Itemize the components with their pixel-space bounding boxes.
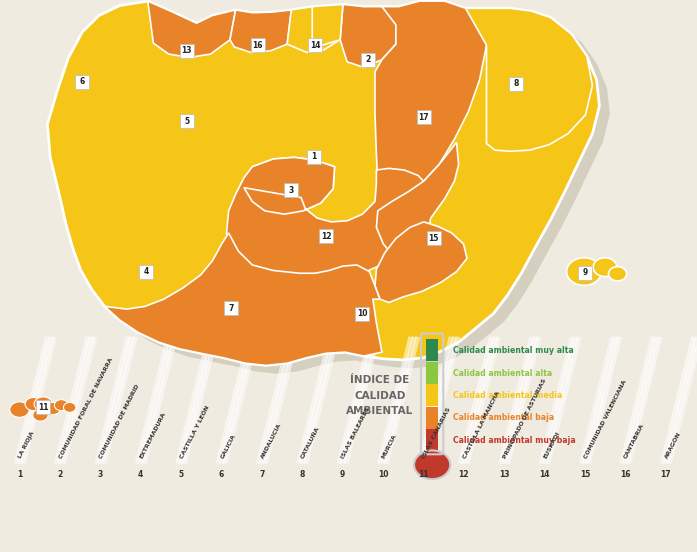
Text: Calidad ambiental alta: Calidad ambiental alta — [453, 369, 552, 378]
Text: COMUNIDAD FORAL DE NAVARRA: COMUNIDAD FORAL DE NAVARRA — [59, 357, 114, 459]
Text: 14: 14 — [309, 41, 321, 50]
Text: 12: 12 — [459, 470, 469, 479]
Text: Calidad ambiental muy baja: Calidad ambiental muy baja — [453, 436, 576, 445]
Text: 15: 15 — [429, 234, 438, 243]
Text: 3: 3 — [98, 470, 103, 479]
Text: 12: 12 — [321, 232, 332, 241]
Text: LA RIOJA: LA RIOJA — [18, 431, 36, 459]
Text: EXTREMADURA: EXTREMADURA — [139, 411, 167, 459]
Text: 17: 17 — [418, 113, 429, 121]
Text: PRINCIPADO DE ASTURIAS: PRINCIPADO DE ASTURIAS — [503, 378, 547, 459]
Text: 9: 9 — [340, 470, 345, 479]
Polygon shape — [376, 142, 459, 273]
Text: 13: 13 — [499, 470, 510, 479]
Text: Calidad ambiental media: Calidad ambiental media — [453, 391, 562, 400]
Text: 17: 17 — [660, 470, 671, 479]
Circle shape — [63, 402, 76, 412]
Bar — [426, 407, 438, 428]
Text: 4: 4 — [138, 470, 144, 479]
Text: 10: 10 — [378, 470, 388, 479]
Text: Calidad ambiental baja: Calidad ambiental baja — [453, 413, 554, 422]
Text: 16: 16 — [252, 41, 263, 50]
Polygon shape — [47, 1, 599, 365]
Text: COMUNIDAD VALENCIANA: COMUNIDAD VALENCIANA — [583, 379, 627, 459]
Text: EUSKADI: EUSKADI — [543, 431, 561, 459]
Polygon shape — [244, 157, 335, 214]
Polygon shape — [230, 10, 291, 52]
Text: 1: 1 — [17, 470, 22, 479]
Polygon shape — [375, 1, 489, 189]
Text: ANDALUCÍA: ANDALUCÍA — [260, 422, 282, 459]
Text: 11: 11 — [418, 470, 429, 479]
Text: Calidad ambiental muy alta: Calidad ambiental muy alta — [453, 346, 574, 355]
Text: 9: 9 — [583, 268, 588, 277]
Bar — [426, 384, 438, 406]
Polygon shape — [105, 233, 382, 365]
Text: 14: 14 — [539, 470, 550, 479]
Text: CATALUÑA: CATALUÑA — [300, 426, 321, 459]
Text: 2: 2 — [365, 55, 371, 64]
Circle shape — [414, 450, 450, 479]
Text: 6: 6 — [219, 470, 224, 479]
Text: CASTILLA LA MANCHA: CASTILLA LA MANCHA — [462, 390, 500, 459]
Text: 3: 3 — [289, 186, 294, 195]
Text: 10: 10 — [357, 309, 368, 318]
Text: 7: 7 — [229, 304, 234, 312]
Text: ISLAS BALEARES: ISLAS BALEARES — [341, 406, 372, 459]
Text: 13: 13 — [181, 46, 192, 55]
Polygon shape — [466, 8, 592, 151]
Text: CASTILLA Y LEÓN: CASTILLA Y LEÓN — [179, 405, 210, 459]
Text: ISLAS CANARIAS: ISLAS CANARIAS — [422, 406, 452, 459]
Circle shape — [608, 267, 627, 281]
Text: 7: 7 — [259, 470, 264, 479]
Text: CANTABRIA: CANTABRIA — [624, 422, 645, 459]
Circle shape — [567, 258, 602, 285]
Polygon shape — [287, 4, 343, 52]
Bar — [426, 429, 438, 451]
Polygon shape — [227, 157, 431, 282]
Polygon shape — [375, 222, 467, 302]
Circle shape — [54, 400, 68, 411]
Polygon shape — [148, 1, 236, 57]
Bar — [426, 339, 438, 362]
Text: 8: 8 — [300, 470, 305, 479]
Text: 1: 1 — [311, 152, 316, 161]
Circle shape — [34, 397, 52, 411]
Polygon shape — [340, 4, 399, 67]
Text: 15: 15 — [580, 470, 590, 479]
Circle shape — [10, 402, 29, 417]
Polygon shape — [58, 9, 610, 374]
Text: MURCIA: MURCIA — [381, 433, 398, 459]
Bar — [426, 362, 438, 384]
Circle shape — [593, 258, 617, 277]
Text: ARAGÓN: ARAGÓN — [664, 431, 682, 459]
Text: 5: 5 — [178, 470, 183, 479]
Text: 4: 4 — [144, 267, 149, 276]
Polygon shape — [312, 4, 343, 45]
Text: 11: 11 — [38, 403, 49, 412]
Text: GALICIA: GALICIA — [220, 433, 236, 459]
Text: 16: 16 — [620, 470, 631, 479]
Circle shape — [45, 402, 61, 415]
Text: 6: 6 — [79, 77, 85, 86]
Text: ÍNDICE DE
CALIDAD
AMBIENTAL: ÍNDICE DE CALIDAD AMBIENTAL — [346, 375, 413, 416]
Text: COMUNIDAD DE MADRID: COMUNIDAD DE MADRID — [98, 384, 141, 459]
Text: 2: 2 — [57, 470, 63, 479]
Circle shape — [25, 397, 42, 411]
Text: 5: 5 — [184, 117, 190, 126]
Circle shape — [33, 409, 48, 421]
Text: 8: 8 — [513, 79, 519, 88]
